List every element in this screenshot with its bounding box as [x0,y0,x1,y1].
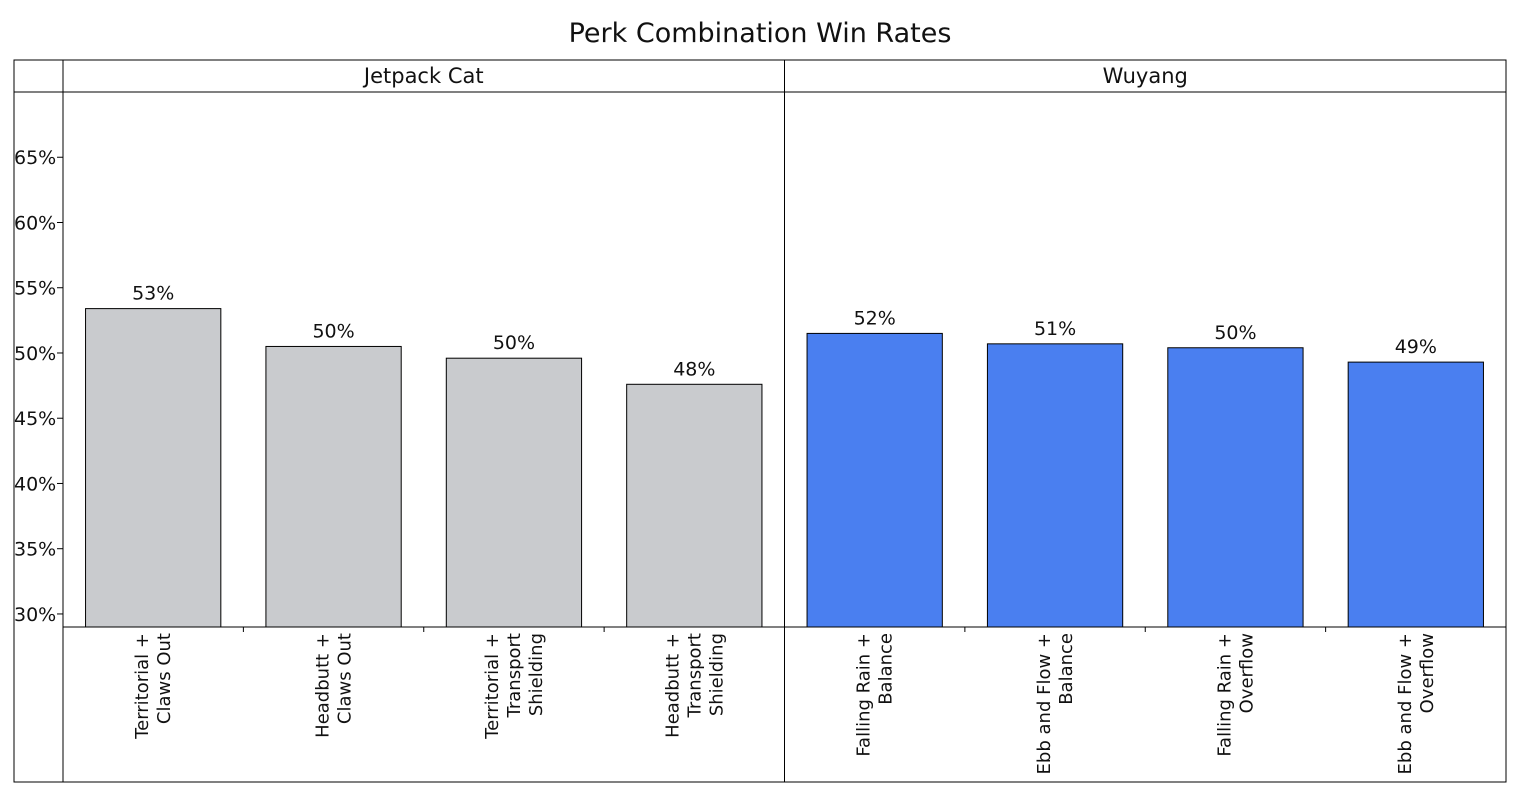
bars [85,308,1484,628]
category-label: Territorial + Claws Out [132,633,175,740]
category-label: Falling Rain + Balance [854,633,897,757]
outer-border [13,59,1507,783]
bar-value-label: 50% [312,320,354,342]
bar [986,343,1124,628]
y-axis: 30% 35% 40% 45% 50% 55% 60% 65% [14,147,63,626]
bar [445,357,583,628]
bar-value-label: 50% [1214,322,1256,344]
category-label-line: Overflow [1417,633,1438,713]
y-tick-label: 65% [14,147,56,169]
y-tick-label: 45% [14,408,56,430]
category-label-line: Transport [504,633,525,718]
bar-value-label: 50% [493,332,535,354]
category-label: Falling Rain + Overflow [1214,633,1257,757]
bar-value-labels: 53% 50% 50% 48% 52% 51% 50% 49% [132,283,1437,381]
y-tick-label: 40% [14,473,56,495]
bar-value-label: 51% [1034,318,1076,340]
category-label-line: Shielding [706,633,727,716]
category-label-line: Territorial + [132,633,153,740]
panel-header-label: Wuyang [1103,64,1188,88]
category-label-line: Claws Out [335,633,356,724]
bar [806,332,943,628]
category-label-line: Balance [876,633,897,705]
category-label-line: Balance [1056,633,1077,705]
bar-value-label: 49% [1395,336,1437,358]
category-label-line: Transport [684,633,705,718]
category-label-line: Claws Out [154,633,175,724]
category-label-line: Overflow [1236,633,1257,713]
category-label-line: Territorial + [482,633,503,740]
y-tick-label: 35% [14,539,56,561]
y-tick-label: 55% [14,278,56,300]
panel-header-label: Jetpack Cat [362,64,484,88]
chart-title: Perk Combination Win Rates [569,18,952,49]
category-label-line: Shielding [526,633,547,716]
bar [265,345,402,628]
category-label: Headbutt + Claws Out [313,633,356,738]
bar [1347,361,1484,628]
category-labels: Territorial + Claws Out Headbutt + Claws Ou… [132,627,1438,774]
category-label: Headbutt + Transport Shielding [662,633,727,738]
category-label-line: Ebb and Flow + [1395,633,1416,774]
category-label-line: Headbutt + [313,633,334,738]
y-tick-label: 30% [14,604,56,626]
category-label-line: Ebb and Flow + [1034,633,1055,774]
bar [85,308,222,628]
category-label-line: Headbutt + [662,633,683,738]
category-label-line: Falling Rain + [854,633,875,757]
bar [1167,347,1304,628]
category-label-line: Falling Rain + [1214,633,1235,757]
category-label: Territorial + Transport Shielding [482,633,547,740]
bar-value-label: 53% [132,283,174,305]
category-label: Ebb and Flow + Balance [1034,633,1077,774]
bar [626,383,763,628]
y-tick-label: 60% [14,212,56,234]
y-tick-label: 50% [14,343,56,365]
panel-headers: Jetpack Cat Wuyang [362,64,1188,88]
bar-value-label: 48% [673,358,715,380]
bar-value-label: 52% [854,307,896,329]
category-label: Ebb and Flow + Overflow [1395,633,1438,774]
